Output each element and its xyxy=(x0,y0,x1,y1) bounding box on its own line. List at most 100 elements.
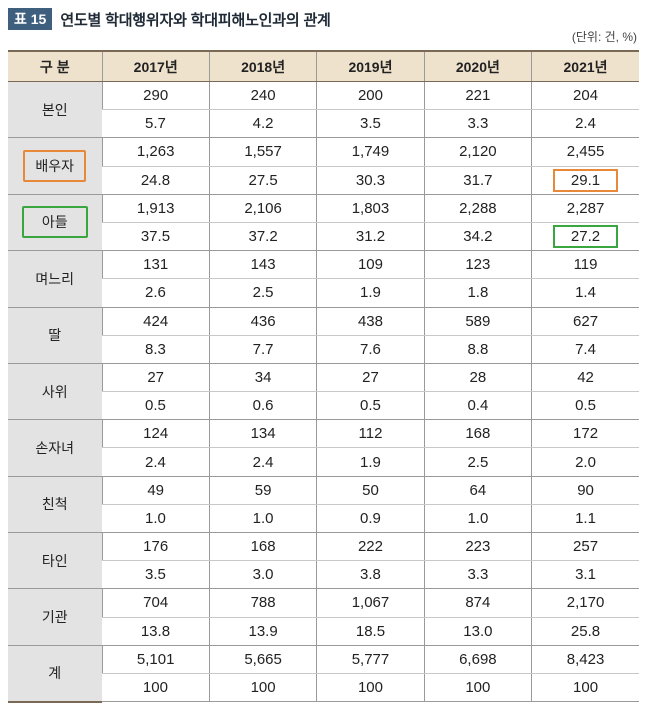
percent-cell: 2.6 xyxy=(102,278,210,308)
percent-value: 3.5 xyxy=(145,566,166,584)
percent-cell: 8.3 xyxy=(102,335,210,364)
table-row-count: 기관 704 788 1,067 874 2,170 xyxy=(8,588,639,646)
percent-cell: 34.2 xyxy=(423,222,532,252)
percent-value: 34.2 xyxy=(463,228,493,246)
header-cell-2018: 2018년 xyxy=(208,50,317,82)
percent-cell: 7.6 xyxy=(316,335,425,364)
percent-cell: 13.0 xyxy=(423,617,532,646)
count-cell: 27 xyxy=(101,363,210,393)
percent-cell: 3.5 xyxy=(102,560,210,590)
row-label: 타인 xyxy=(41,552,68,569)
table-row-count: 딸 424 436 438 589 627 xyxy=(8,307,639,364)
row-label: 사위 xyxy=(41,383,68,400)
count-cell: 6,698 xyxy=(423,645,532,674)
row-label-cell: 본인 xyxy=(8,81,102,139)
percent-cell: 30.3 xyxy=(316,166,425,195)
percent-value: 1.0 xyxy=(252,509,274,527)
count-cell: 438 xyxy=(316,307,425,336)
percent-value: 3.0 xyxy=(252,566,274,584)
row-label: 며느리 xyxy=(35,270,75,287)
row-label: 손자녀 xyxy=(35,439,75,456)
percent-cell: 7.7 xyxy=(208,335,317,364)
row-label: 친척 xyxy=(41,496,68,513)
count-cell: 290 xyxy=(101,81,210,111)
percent-value: 27.5 xyxy=(248,171,278,189)
header-cell-2021: 2021년 xyxy=(531,50,639,82)
percent-value: 5.7 xyxy=(145,115,166,133)
percent-cell: 2.4 xyxy=(208,447,317,477)
header-cell-2020: 2020년 xyxy=(423,50,532,82)
count-cell: 1,913 xyxy=(101,194,210,223)
table-row-count: 며느리 131 143 109 123 119 xyxy=(8,250,639,308)
percent-cell: 3.5 xyxy=(316,109,425,139)
percent-cell: 1.8 xyxy=(423,278,532,308)
table-row-percent: 3.5 3.0 3.8 3.3 3.1 xyxy=(8,560,639,590)
percent-cell: 5.7 xyxy=(102,109,210,139)
percent-value: 0.6 xyxy=(252,397,274,415)
percent-value: 100 xyxy=(573,679,599,697)
percent-cell: 100 xyxy=(423,673,532,703)
table-row-count: 사위 27 34 27 28 42 xyxy=(8,363,639,421)
percent-cell: 2.5 xyxy=(208,278,317,308)
percent-cell: 2.4 xyxy=(102,447,210,477)
count-cell: 204 xyxy=(531,81,639,111)
percent-value: 13.0 xyxy=(463,622,493,640)
percent-cell: 100 xyxy=(102,673,210,703)
percent-cell: 2.0 xyxy=(531,447,639,477)
percent-cell: 37.5 xyxy=(102,222,210,252)
count-cell: 119 xyxy=(531,250,639,280)
percent-cell: 3.3 xyxy=(423,560,532,590)
percent-value: 100 xyxy=(142,679,168,697)
count-cell: 257 xyxy=(531,532,639,562)
count-cell: 28 xyxy=(423,363,532,393)
percent-value: 8.8 xyxy=(467,340,489,358)
table-row-count: 본인 290 240 200 221 204 xyxy=(8,81,639,139)
table-row-percent: 2.6 2.5 1.9 1.8 1.4 xyxy=(8,278,639,308)
percent-cell: 0.6 xyxy=(208,391,317,421)
count-cell: 221 xyxy=(423,81,532,111)
table-row-percent: 1.0 1.0 0.9 1.0 1.1 xyxy=(8,504,639,534)
row-label-cell: 손자녀 xyxy=(8,419,102,477)
percent-cell: 1.9 xyxy=(316,447,425,477)
percent-value: 3.8 xyxy=(360,566,381,584)
count-cell: 49 xyxy=(101,476,210,505)
percent-cell: 37.2 xyxy=(208,222,317,252)
percent-cell: 100 xyxy=(531,673,639,703)
percent-value: 0.5 xyxy=(360,397,381,415)
row-label-cell: 사위 xyxy=(8,363,102,421)
count-cell: 42 xyxy=(531,363,639,393)
percent-value: 0.9 xyxy=(360,509,381,527)
count-cell: 168 xyxy=(208,532,317,562)
percent-cell: 13.8 xyxy=(102,617,210,646)
percent-cell: 100 xyxy=(208,673,317,703)
percent-cell: 1.0 xyxy=(102,504,210,534)
percent-cell: 29.1 xyxy=(531,166,639,195)
percent-value: 2.6 xyxy=(145,284,166,302)
count-cell: 59 xyxy=(208,476,317,505)
table-row-percent: 5.7 4.2 3.5 3.3 2.4 xyxy=(8,109,639,139)
count-cell: 240 xyxy=(208,81,317,111)
percent-value: 3.1 xyxy=(575,566,596,584)
count-cell: 1,803 xyxy=(316,194,425,223)
percent-cell: 25.8 xyxy=(531,617,639,646)
count-cell: 627 xyxy=(531,307,639,336)
unit-note: (단위: 건, %) xyxy=(571,30,637,44)
count-cell: 200 xyxy=(316,81,425,111)
count-cell: 1,067 xyxy=(316,588,425,618)
percent-cell: 4.2 xyxy=(208,109,317,139)
percent-cell: 18.5 xyxy=(316,617,425,646)
row-label: 딸 xyxy=(48,327,62,344)
row-label: 아들 xyxy=(21,206,88,239)
percent-value: 100 xyxy=(357,679,383,697)
percent-value: 1.8 xyxy=(467,284,489,302)
percent-value: 4.2 xyxy=(252,115,274,133)
table-row-percent: 100 100 100 100 100 xyxy=(8,673,639,703)
table-row-percent: 13.8 13.9 18.5 13.0 25.8 xyxy=(8,617,639,646)
count-cell: 222 xyxy=(316,532,425,562)
table-row-percent: 24.8 27.5 30.3 31.7 29.1 xyxy=(8,166,639,195)
count-cell: 50 xyxy=(316,476,425,505)
count-cell: 704 xyxy=(101,588,210,618)
relationship-table: 구 분 2017년 2018년 2019년 2020년 2021년 본인 290 2… xyxy=(8,50,639,703)
count-cell: 424 xyxy=(101,307,210,336)
percent-value: 1.9 xyxy=(360,284,381,302)
